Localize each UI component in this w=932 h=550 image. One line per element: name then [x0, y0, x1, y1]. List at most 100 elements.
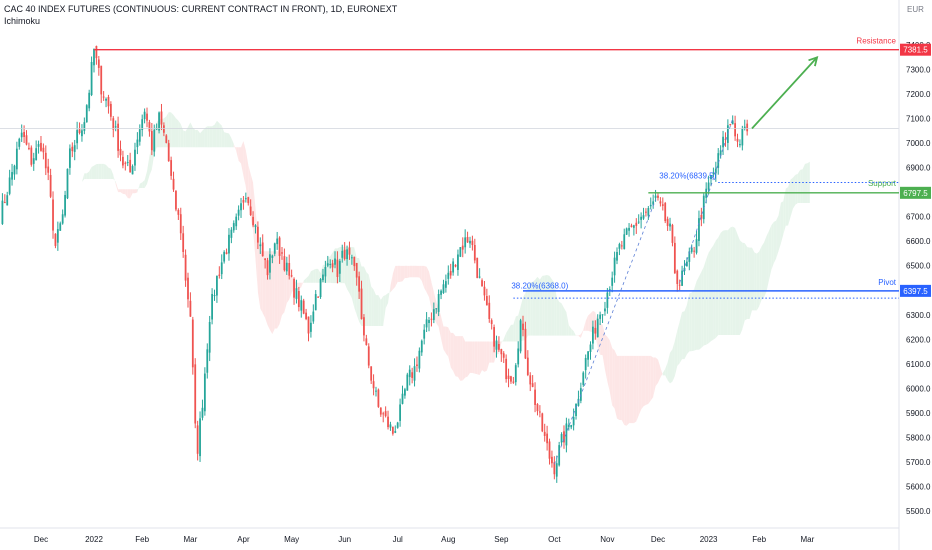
candle-body: [435, 308, 438, 310]
ichimoku-cloud-segment: [79, 182, 82, 187]
ichimoku-cloud-segment: [694, 281, 697, 351]
projection-arrow: [751, 56, 818, 130]
candle-body: [526, 357, 529, 375]
ichimoku-cloud-segment: [233, 144, 237, 151]
candle-body: [493, 327, 495, 347]
candle-body: [534, 389, 536, 405]
ichimoku-cloud-segment: [527, 282, 531, 336]
candle-body: [346, 249, 348, 260]
candle-body: [707, 182, 710, 190]
candle-body: [237, 209, 240, 216]
ichimoku-cloud-segment: [279, 251, 282, 324]
candle-body: [341, 250, 344, 258]
candle-body: [261, 242, 264, 257]
ichimoku-cloud-segment: [125, 189, 128, 199]
ichimoku-cloud-segment: [525, 286, 528, 341]
ichimoku-cloud-segment: [629, 355, 632, 424]
candle-body: [66, 168, 69, 199]
candle-body: [645, 211, 647, 213]
candle-body: [649, 204, 652, 207]
candle-body: [141, 119, 144, 131]
ichimoku-cloud-segment: [388, 285, 391, 303]
candle-body: [428, 319, 430, 324]
pivot-price-tag-label: 6397.5: [903, 287, 928, 296]
candle-body: [259, 244, 262, 247]
ichimoku-cloud-segment: [674, 330, 678, 376]
candle-body: [584, 358, 587, 371]
candle-body: [211, 293, 213, 320]
candle-body: [249, 206, 252, 216]
ichimoku-cloud-segment: [792, 174, 796, 209]
candle-body: [739, 144, 741, 146]
candle-body: [355, 262, 358, 278]
ichimoku-cloud-segment: [783, 188, 786, 235]
candle-body: [179, 214, 182, 234]
ichimoku-cloud-segment: [455, 336, 458, 377]
candle-body: [628, 227, 630, 231]
ichimoku-cloud-segment: [559, 301, 562, 336]
candle-body: [505, 358, 508, 380]
y-tick-label: 6100.0: [906, 360, 931, 369]
candle-body: [194, 364, 197, 424]
candle-body: [367, 346, 370, 366]
ichimoku-cloud-segment: [214, 120, 217, 148]
candle-body: [13, 165, 16, 175]
candle-body: [360, 288, 363, 320]
currency-label: EUR: [907, 5, 924, 14]
candle-body: [575, 403, 577, 417]
candle-body: [517, 348, 520, 365]
candle-body: [510, 376, 512, 382]
candle-body: [623, 234, 626, 250]
ichimoku-cloud-segment: [506, 329, 509, 342]
ichimoku-cloud-segment: [219, 123, 222, 148]
candle-body: [714, 168, 717, 174]
candle-body: [401, 393, 404, 404]
ichimoku-cloud-segment: [766, 231, 769, 292]
ichimoku-cloud-segment: [168, 112, 172, 148]
ichimoku-cloud-segment: [732, 226, 736, 335]
candle-body: [191, 319, 194, 368]
ichimoku-cloud-segment: [298, 282, 302, 289]
candle-body: [184, 254, 187, 281]
candle-body: [671, 224, 674, 243]
candle-body: [56, 229, 59, 243]
ichimoku-cloud-segment: [139, 182, 143, 188]
ichimoku-cloud-segment: [795, 173, 798, 205]
candle-body: [710, 175, 712, 180]
ichimoku-cloud-segment: [761, 242, 765, 300]
candle-body: [666, 218, 669, 226]
candle-body: [454, 264, 457, 267]
candle-body: [375, 390, 377, 392]
candle-body: [555, 463, 558, 477]
candle-body: [220, 262, 223, 275]
ichimoku-cloud-segment: [788, 179, 791, 226]
candle-body: [310, 322, 312, 332]
candle-body: [683, 267, 686, 272]
candle-body: [466, 237, 469, 243]
ichimoku-cloud-segment: [407, 265, 410, 279]
candle-body: [538, 411, 541, 413]
indicator-label: Ichimoku: [4, 16, 41, 26]
ichimoku-cloud-segment: [187, 122, 191, 148]
candle-body: [81, 130, 83, 137]
ichimoku-cloud-segment: [438, 307, 442, 339]
candle-body: [138, 129, 141, 142]
candle-body: [632, 225, 635, 228]
candle-body: [724, 138, 727, 140]
ichimoku-cloud-segment: [489, 341, 492, 363]
ichimoku-cloud-segment: [578, 334, 581, 338]
ichimoku-cloud-segment: [380, 296, 384, 326]
candle-body: [546, 433, 549, 444]
ichimoku-cloud-segment: [409, 265, 413, 278]
y-tick-label: 7000.0: [906, 139, 931, 148]
candle-body: [536, 404, 539, 412]
candle-body: [300, 300, 303, 311]
ichimoku-cloud-segment: [477, 341, 480, 375]
candle-body: [15, 148, 18, 170]
candle-body: [399, 404, 401, 421]
candle-body: [596, 318, 599, 338]
ichimoku-cloud-segment: [190, 122, 193, 148]
ichimoku-cloud-segment: [764, 236, 767, 298]
candle-body: [657, 195, 659, 198]
